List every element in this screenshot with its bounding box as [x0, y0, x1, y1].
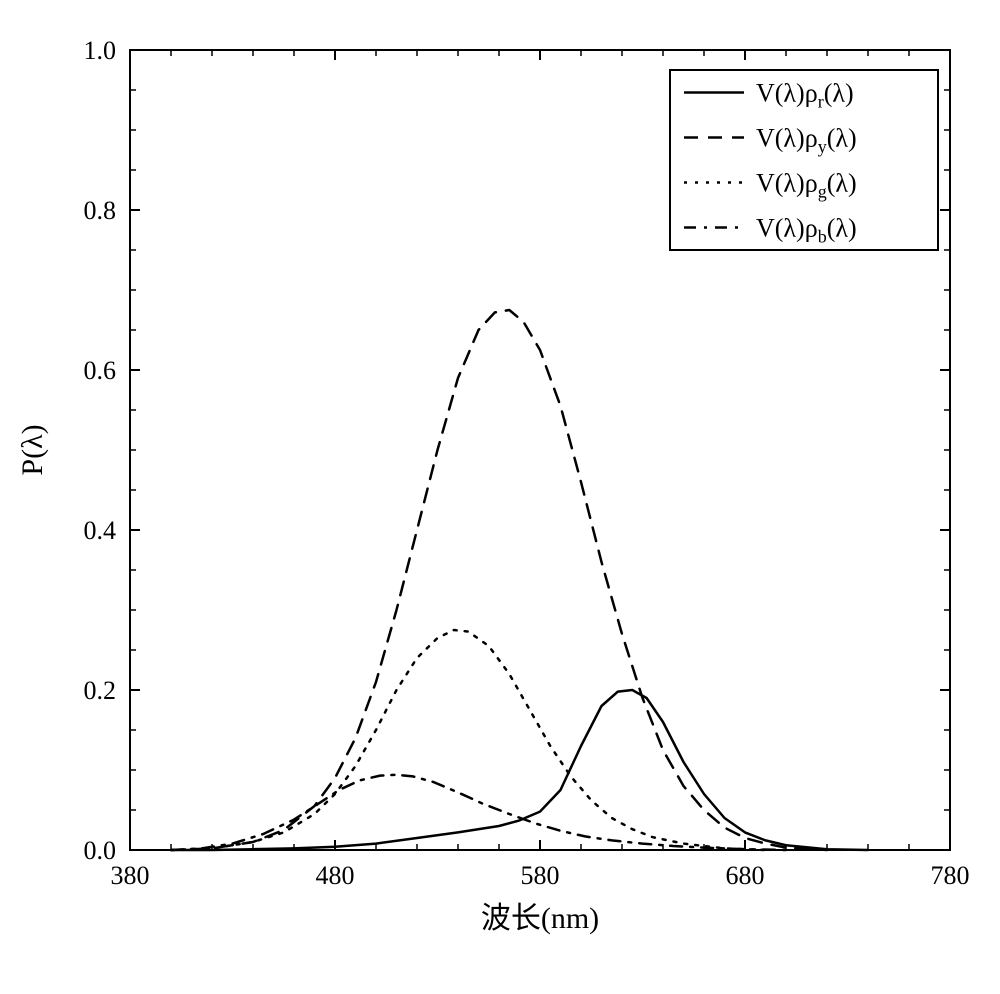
svg-text:580: 580 [521, 861, 560, 890]
svg-text:V(λ)ρy(λ): V(λ)ρy(λ) [756, 124, 857, 157]
svg-text:P(λ): P(λ) [16, 424, 49, 475]
svg-text:0.0: 0.0 [84, 836, 117, 865]
svg-text:V(λ)ρg(λ): V(λ)ρg(λ) [756, 169, 857, 202]
svg-text:0.4: 0.4 [84, 516, 117, 545]
svg-text:480: 480 [316, 861, 355, 890]
svg-text:0.2: 0.2 [84, 676, 117, 705]
svg-text:V(λ)ρr(λ): V(λ)ρr(λ) [756, 79, 854, 112]
svg-text:380: 380 [111, 861, 150, 890]
svg-text:1.0: 1.0 [84, 36, 117, 65]
svg-text:680: 680 [726, 861, 765, 890]
svg-text:0.8: 0.8 [84, 196, 117, 225]
chart-container: 380 480 580 680 780 0.0 0.2 0.4 0.6 0.8 1.0 波长(nm) P… [0, 0, 1000, 994]
svg-text:V(λ)ρb(λ): V(λ)ρb(λ) [756, 214, 857, 247]
svg-text:0.6: 0.6 [84, 356, 117, 385]
chart-svg: 380 480 580 680 780 0.0 0.2 0.4 0.6 0.8 1.0 波长(nm) P… [0, 0, 1000, 994]
svg-text:780: 780 [931, 861, 970, 890]
svg-text:波长(nm): 波长(nm) [481, 902, 599, 935]
